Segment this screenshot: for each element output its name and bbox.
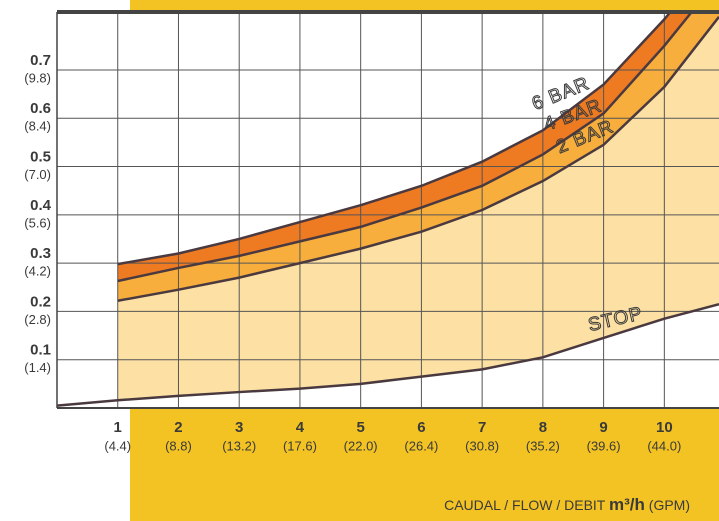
x-tick-label: 9 xyxy=(599,419,607,436)
y-tick-label: 0.1 xyxy=(30,342,51,359)
y-tick-label: 0.5 xyxy=(30,149,51,166)
x-tick-secondary: (30.8) xyxy=(465,438,499,453)
y-tick-secondary: (7.0) xyxy=(24,167,51,182)
area xyxy=(117,12,719,408)
y-tick-label: 0.4 xyxy=(30,197,52,214)
x-tick-label: 3 xyxy=(235,419,243,436)
y-tick-secondary: (8.4) xyxy=(24,119,51,134)
x-label-text: CAUDAL / FLOW / DEBIT xyxy=(444,497,606,513)
y-tick-secondary: (9.8) xyxy=(24,70,51,85)
y-tick-label: 0.2 xyxy=(30,293,51,310)
x-tick-label: 1 xyxy=(114,419,122,436)
x-tick-secondary: (39.6) xyxy=(587,438,621,453)
area xyxy=(57,12,719,408)
x-tick-secondary: (35.2) xyxy=(526,438,560,453)
x-tick-secondary: (26.4) xyxy=(404,438,438,453)
y-tick-label: 0.3 xyxy=(30,245,51,262)
x-tick-label: 5 xyxy=(356,419,364,436)
series-line xyxy=(117,11,693,283)
x-tick-label: 6 xyxy=(417,419,425,436)
y-tick-secondary: (5.6) xyxy=(24,215,51,230)
x-tick-label: 4 xyxy=(296,419,305,436)
y-tick-secondary: (4.2) xyxy=(24,264,51,279)
x-tick-secondary: (17.6) xyxy=(283,438,317,453)
series-line xyxy=(117,11,672,266)
x-axis-label: CAUDAL / FLOW / DEBIT m³/h (GPM) xyxy=(444,495,690,514)
x-tick-secondary: (44.0) xyxy=(647,438,681,453)
series-line xyxy=(56,302,719,407)
x-tick-label: 7 xyxy=(478,419,486,436)
x-label-paren: (GPM) xyxy=(649,497,690,513)
y-tick-secondary: (1.4) xyxy=(24,360,51,375)
y-tick-secondary: (2.8) xyxy=(24,312,51,327)
x-tick-secondary: (4.4) xyxy=(104,438,131,453)
x-tick-secondary: (13.2) xyxy=(222,438,256,453)
x-tick-secondary: (8.8) xyxy=(165,438,192,453)
y-tick-label: 0.7 xyxy=(30,52,51,69)
series-line xyxy=(117,16,719,303)
x-tick-label: 8 xyxy=(539,419,547,436)
x-tick-label: 10 xyxy=(656,419,673,436)
x-tick-label: 2 xyxy=(174,419,182,436)
x-tick-secondary: (22.0) xyxy=(344,438,378,453)
y-tick-label: 0.6 xyxy=(30,100,51,117)
x-label-unit: m³/h xyxy=(609,495,645,514)
